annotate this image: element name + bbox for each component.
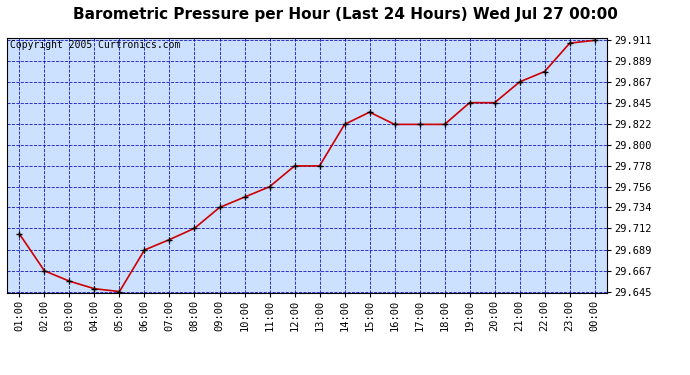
Text: Barometric Pressure per Hour (Last 24 Hours) Wed Jul 27 00:00: Barometric Pressure per Hour (Last 24 Ho… <box>72 8 618 22</box>
Text: Copyright 2005 Curtronics.com: Copyright 2005 Curtronics.com <box>10 40 180 50</box>
